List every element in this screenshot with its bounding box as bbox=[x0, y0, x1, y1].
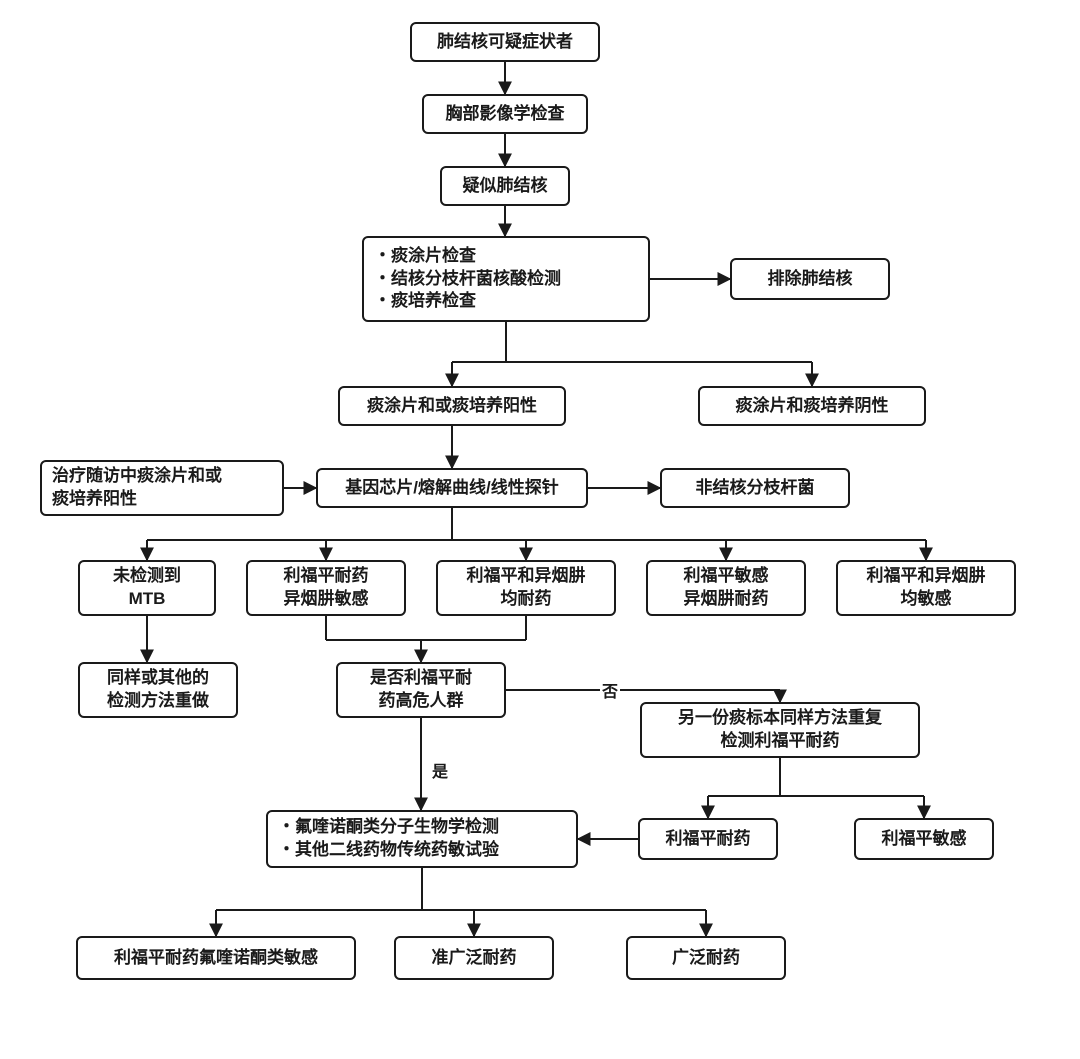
node-n7: 痰涂片和痰培养阴性 bbox=[698, 386, 926, 426]
node-n6: 痰涂片和或痰培养阳性 bbox=[338, 386, 566, 426]
node-n4: ・痰涂片检查 ・结核分枝杆菌核酸检测 ・痰培养检查 bbox=[362, 236, 650, 322]
node-n17: 是否利福平耐 药高危人群 bbox=[336, 662, 506, 718]
edge-label: 否 bbox=[600, 678, 620, 702]
node-n23: 准广泛耐药 bbox=[394, 936, 554, 980]
node-n13: 利福平和异烟肼 均耐药 bbox=[436, 560, 616, 616]
node-n1: 肺结核可疑症状者 bbox=[410, 22, 600, 62]
node-n9: 基因芯片/熔解曲线/线性探针 bbox=[316, 468, 588, 508]
node-n8: 治疗随访中痰涂片和或 痰培养阳性 bbox=[40, 460, 284, 516]
node-n14: 利福平敏感 异烟肼耐药 bbox=[646, 560, 806, 616]
node-n16: 同样或其他的 检测方法重做 bbox=[78, 662, 238, 718]
flowchart-canvas: 肺结核可疑症状者胸部影像学检查疑似肺结核・痰涂片检查 ・结核分枝杆菌核酸检测 ・… bbox=[0, 0, 1080, 1059]
node-n22: 利福平耐药氟喹诺酮类敏感 bbox=[76, 936, 356, 980]
node-n5: 排除肺结核 bbox=[730, 258, 890, 300]
node-n3: 疑似肺结核 bbox=[440, 166, 570, 206]
node-n18: 另一份痰标本同样方法重复 检测利福平耐药 bbox=[640, 702, 920, 758]
node-n2: 胸部影像学检查 bbox=[422, 94, 588, 134]
edges-layer bbox=[0, 0, 1080, 1059]
node-n21: ・氟喹诺酮类分子生物学检测 ・其他二线药物传统药敏试验 bbox=[266, 810, 578, 868]
node-n19: 利福平耐药 bbox=[638, 818, 778, 860]
node-n15: 利福平和异烟肼 均敏感 bbox=[836, 560, 1016, 616]
node-n11: 未检测到 MTB bbox=[78, 560, 216, 616]
node-n10: 非结核分枝杆菌 bbox=[660, 468, 850, 508]
node-n24: 广泛耐药 bbox=[626, 936, 786, 980]
node-n20: 利福平敏感 bbox=[854, 818, 994, 860]
edge-label: 是 bbox=[430, 758, 450, 782]
node-n12: 利福平耐药 异烟肼敏感 bbox=[246, 560, 406, 616]
